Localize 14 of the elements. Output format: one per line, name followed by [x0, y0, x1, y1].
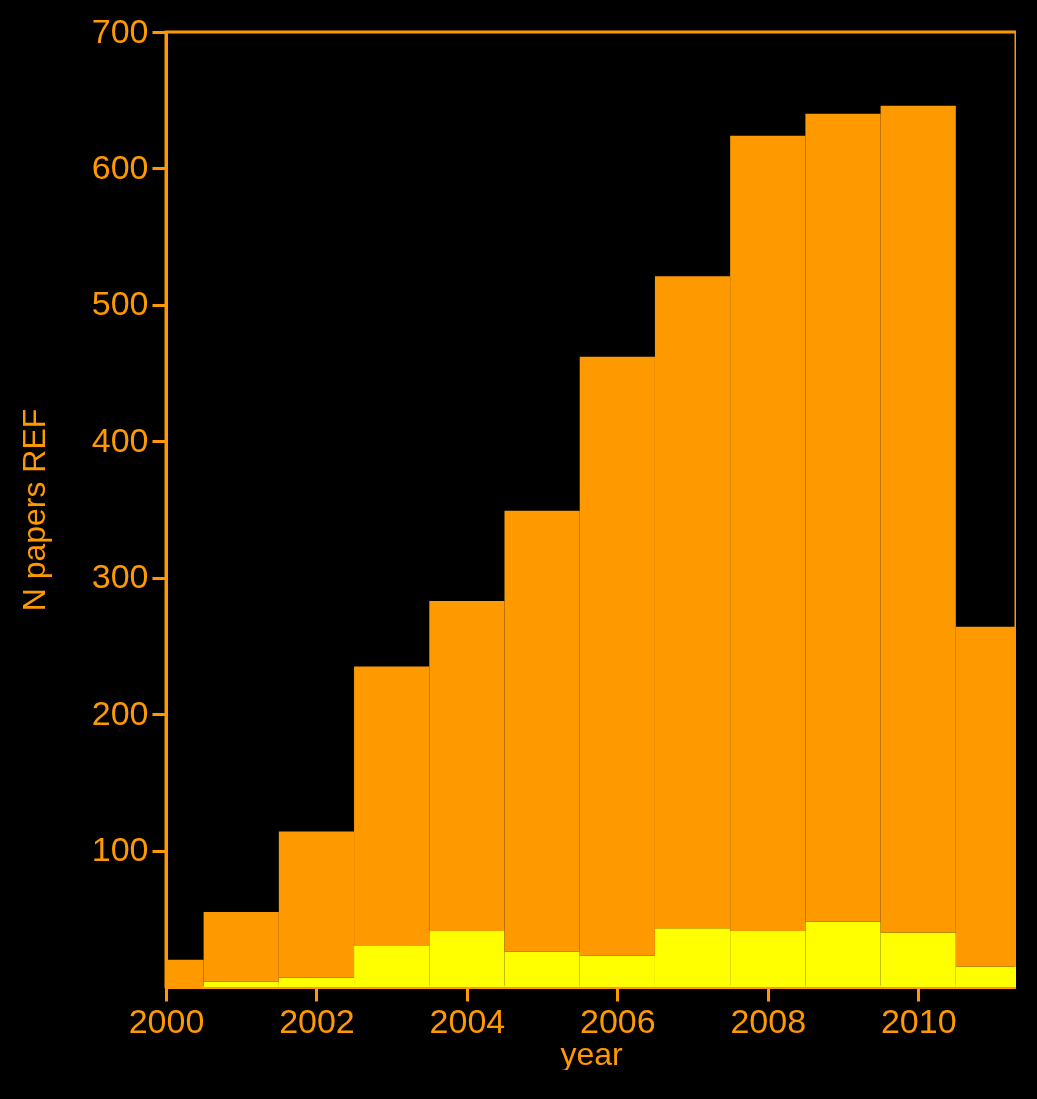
y-axis-title: N papers REF: [15, 408, 52, 612]
x-tick-label: 2006: [580, 1001, 656, 1040]
y-tick-label: 400: [91, 420, 149, 459]
y-tick-label: 700: [91, 11, 149, 50]
y-tick-label: 100: [91, 830, 149, 869]
x-tick-label: 2010: [880, 1001, 957, 1040]
x-tick-label: 2000: [128, 1001, 205, 1040]
x-tick-label: 2004: [429, 1001, 506, 1040]
y-tick-label: 500: [91, 284, 149, 323]
y-tick-label: 600: [91, 147, 149, 186]
y-tick-label: 300: [91, 557, 149, 596]
x-tick-label: 2008: [730, 1001, 807, 1040]
x-tick-label: 2002: [279, 1001, 355, 1040]
y-tick-label: 200: [91, 693, 149, 732]
